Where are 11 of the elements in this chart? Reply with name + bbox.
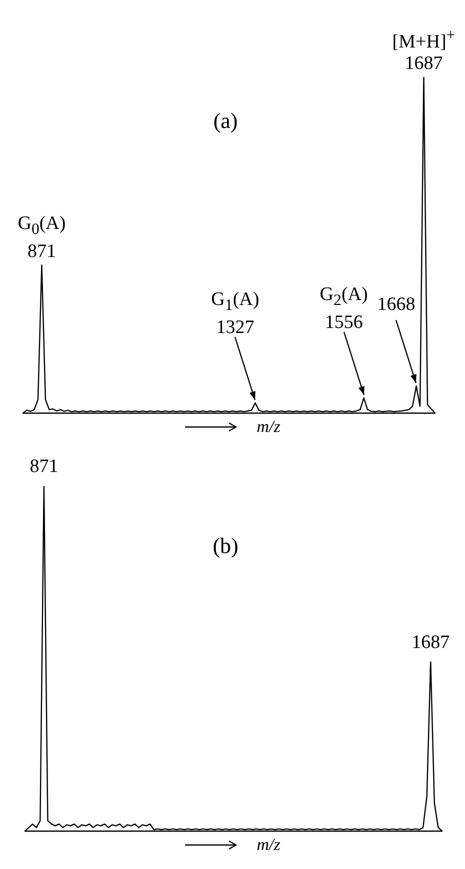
text: (a) (212, 108, 239, 134)
x-axis-title: m/z (256, 835, 280, 855)
annotation: 1687 (410, 632, 451, 654)
text: (b) (212, 533, 240, 559)
x-axis-title: m/z (256, 417, 280, 437)
annotation: 1668 (377, 294, 416, 316)
annotation: G$_{1}$(A) 1327 (210, 288, 260, 339)
text: [M+H]$^{+}$ 1687 (391, 26, 456, 76)
text: 871 (28, 456, 60, 478)
annotation: G$_{0}$(A) 871 (16, 213, 67, 263)
annotation: G$_{2}$(A) 1556 (320, 284, 368, 333)
